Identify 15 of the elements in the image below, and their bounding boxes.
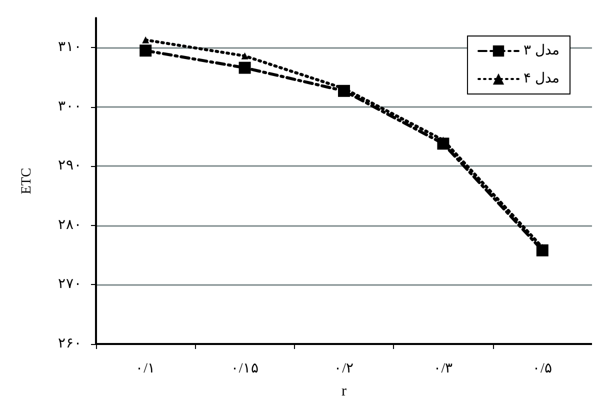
legend-label: مدل ۴ <box>524 72 560 86</box>
legend-label: مدل ۳ <box>524 44 560 58</box>
x-tick-label: ۰/۱۵ <box>230 362 259 376</box>
x-tick-label: ۰/۵ <box>532 362 552 376</box>
y-tick-label: ۲۸۰ <box>58 218 82 233</box>
x-axis-title: r <box>342 384 346 400</box>
y-tick-label: ۲۶۰ <box>58 336 82 352</box>
y-tick-label: ۳۱۰ <box>58 40 82 56</box>
y-tick-label: ۲۹۰ <box>58 158 82 174</box>
y-tick-label: ۳۰۰ <box>58 99 82 114</box>
y-tick-label: ۲۷۰ <box>58 277 82 292</box>
x-tick-label: ۰/۱ <box>136 362 156 376</box>
x-tick-label: ۰/۳ <box>433 362 454 376</box>
x-tick-label: ۰/۲ <box>334 362 354 376</box>
y-axis-title: ETC <box>20 168 34 194</box>
